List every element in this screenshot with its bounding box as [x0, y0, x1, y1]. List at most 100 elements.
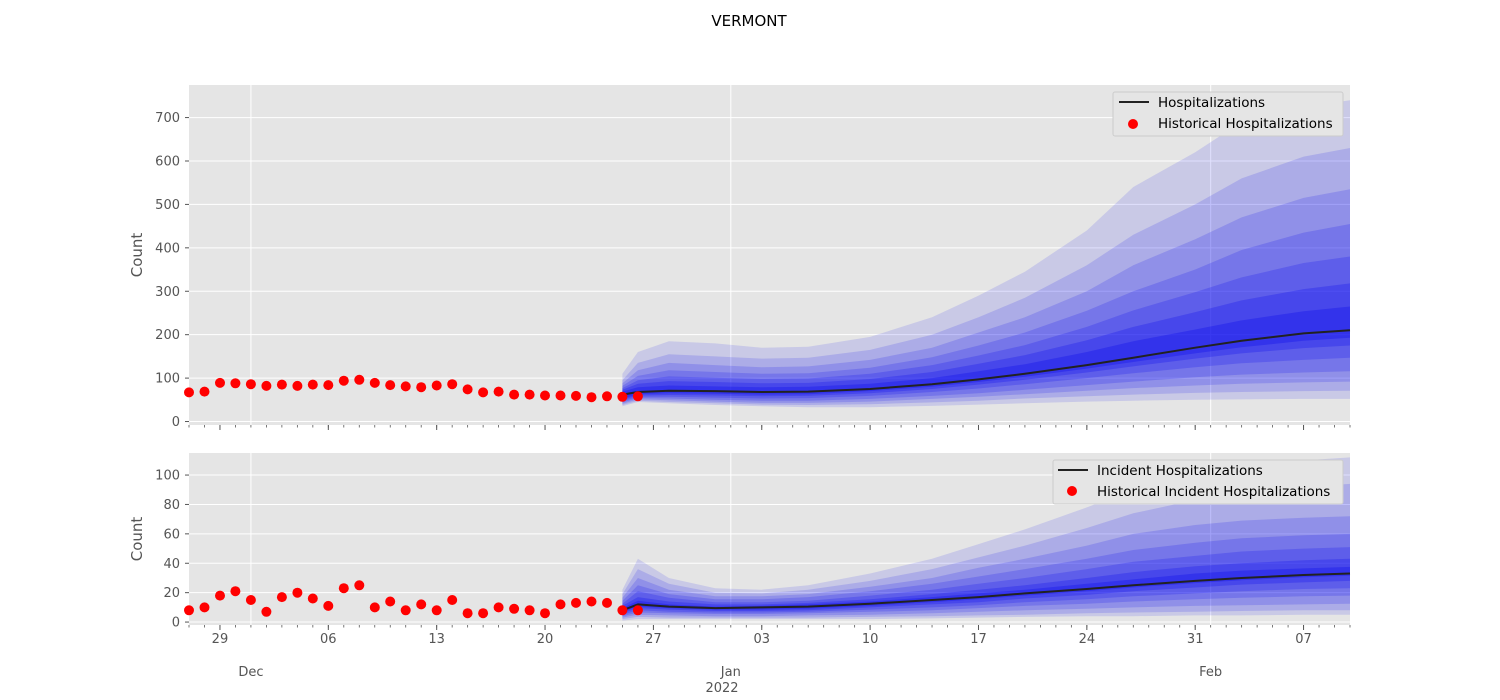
x-axis-ticks	[188, 625, 1351, 630]
historical-point	[184, 605, 194, 616]
historical-point	[416, 599, 427, 610]
x-axis-ticks	[188, 425, 1351, 430]
historical-points	[184, 374, 643, 403]
historical-point	[307, 379, 318, 390]
forecast-band-6	[622, 283, 1350, 400]
y-tick-label: 0	[172, 616, 180, 631]
historical-point	[586, 392, 597, 403]
historical-point	[632, 391, 643, 402]
forecast-band-3	[622, 189, 1350, 404]
historical-point	[215, 377, 225, 388]
historical-point	[509, 389, 520, 400]
historical-point	[493, 386, 504, 397]
legend-point-swatch	[1067, 486, 1077, 496]
historical-point	[571, 597, 581, 608]
historical-point	[323, 380, 334, 391]
y-tick-label: 200	[155, 328, 180, 343]
incident-panel: 0 20 40 60 80 100 Count Incident Hospitalizat…	[128, 453, 1351, 631]
median-line	[622, 329, 1351, 396]
historical-point	[184, 387, 194, 398]
historical-point	[292, 587, 303, 598]
historical-point	[400, 381, 411, 392]
legend-box	[1052, 459, 1344, 505]
y-axis-label: Count	[128, 517, 146, 562]
x-tick-label: 13	[428, 632, 445, 647]
x-tick-label: 03	[753, 632, 770, 647]
historical-point	[245, 379, 256, 390]
legend-label-hospitalizations: Hospitalizations	[1158, 95, 1265, 111]
historical-point	[617, 391, 628, 402]
historical-point	[199, 386, 210, 397]
x-tick-label: 07	[1295, 632, 1312, 647]
historical-point	[509, 603, 520, 614]
forecast-band-1	[622, 100, 1350, 408]
plot-background	[189, 85, 1350, 425]
hospitalizations-panel: 0 100 200 300 400 500 600 700 Count Hospitaliza…	[128, 85, 1351, 430]
y-tick-label: 40	[163, 557, 180, 572]
historical-point	[354, 374, 365, 385]
forecast-band-7	[622, 566, 1350, 612]
x-month-label: Dec	[238, 665, 263, 680]
legend-box	[1112, 91, 1344, 137]
historical-point	[447, 379, 458, 390]
historical-point	[400, 605, 411, 616]
y-axis: 0 100 200 300 400 500 600 700	[155, 111, 189, 430]
x-tick-label: 06	[320, 632, 337, 647]
forecast-band-2	[622, 148, 1350, 405]
x-tick-label: 10	[862, 632, 879, 647]
historical-point	[524, 605, 535, 616]
historical-point	[555, 599, 566, 610]
legend: Hospitalizations Historical Hospitalizat…	[1112, 91, 1344, 137]
y-tick-label: 500	[155, 198, 180, 213]
historical-point	[230, 378, 241, 389]
historical-point	[602, 391, 612, 402]
historical-point	[338, 375, 349, 386]
y-tick-label: 100	[155, 372, 180, 387]
historical-point	[478, 387, 489, 398]
x-axis-labels: 29 06 13 20 27 03 10 17 24 31 07 Dec Jan Feb	[212, 632, 1312, 680]
y-tick-label: 60	[163, 527, 180, 542]
historical-point	[323, 600, 334, 611]
forecast-band-3	[622, 516, 1350, 618]
forecast-band-2	[622, 483, 1350, 620]
x-tick-label: 29	[212, 632, 229, 647]
forecast-band-7	[622, 306, 1350, 399]
historical-point	[524, 389, 535, 400]
historical-point	[571, 390, 581, 401]
historical-point	[540, 390, 550, 401]
figure-title: VERMONT	[711, 12, 787, 30]
historical-point	[369, 602, 380, 613]
y-axis-label: Count	[128, 233, 146, 278]
historical-point	[632, 605, 643, 616]
median-line-group	[622, 572, 1351, 612]
historical-point	[617, 605, 628, 616]
legend-point-swatch	[1128, 119, 1138, 129]
x-tick-label: 27	[645, 632, 662, 647]
historical-point	[385, 380, 396, 391]
forecast-band-6	[622, 558, 1350, 614]
historical-points	[184, 580, 643, 619]
grid-lines	[189, 85, 1350, 425]
historical-point	[462, 384, 473, 395]
median-line-group	[622, 329, 1351, 396]
forecast-band-4	[622, 533, 1350, 617]
y-tick-label: 400	[155, 241, 180, 256]
historical-point	[261, 380, 272, 391]
historical-point	[369, 377, 380, 388]
historical-point	[431, 605, 442, 616]
x-tick-label: 24	[1079, 632, 1096, 647]
y-tick-label: 80	[163, 498, 180, 513]
y-axis: 0 20 40 60 80 100	[155, 469, 189, 631]
historical-point	[354, 580, 365, 591]
legend-label-historical-hospitalizations: Historical Hospitalizations	[1158, 116, 1333, 132]
forecast-band-5	[622, 256, 1350, 402]
historical-point	[261, 606, 272, 617]
historical-point	[338, 583, 349, 594]
forecast-bands	[622, 100, 1350, 408]
y-tick-label: 0	[172, 415, 180, 430]
historical-point	[276, 379, 287, 390]
historical-point	[478, 608, 489, 619]
historical-point	[230, 586, 241, 597]
median-line	[622, 572, 1351, 612]
